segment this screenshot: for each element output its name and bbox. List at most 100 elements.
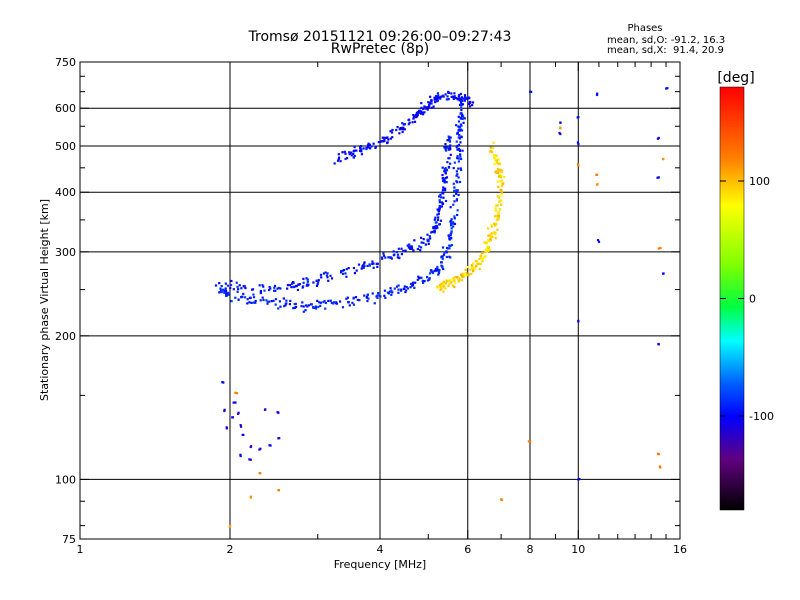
data-point — [455, 190, 458, 193]
data-point — [300, 305, 303, 308]
data-point — [221, 288, 225, 291]
data-point — [455, 189, 458, 192]
data-point — [288, 303, 292, 306]
data-point — [658, 465, 662, 468]
data-point — [459, 128, 463, 131]
data-point — [456, 144, 459, 148]
data-point — [456, 148, 459, 151]
data-point — [437, 94, 440, 97]
data-point — [441, 189, 445, 192]
data-point — [486, 245, 490, 248]
data-point — [426, 108, 429, 111]
data-point — [460, 106, 463, 109]
data-point — [473, 268, 476, 271]
data-point — [457, 176, 460, 179]
data-point — [397, 291, 400, 294]
data-point — [252, 301, 255, 304]
data-point — [302, 310, 305, 313]
data-point — [433, 218, 436, 221]
data-point — [433, 96, 436, 99]
y-tick-label: 300 — [55, 246, 76, 259]
data-point — [362, 266, 365, 269]
data-point — [400, 247, 403, 250]
data-point — [434, 101, 437, 104]
data-point — [409, 282, 413, 286]
data-point — [443, 146, 446, 149]
x-tick-label: 2 — [227, 543, 234, 556]
data-point — [442, 267, 445, 271]
data-point — [405, 289, 408, 292]
data-point — [438, 284, 442, 287]
data-point — [458, 103, 462, 106]
data-point — [407, 118, 410, 122]
data-point — [428, 104, 431, 107]
data-point — [248, 301, 251, 304]
data-point — [338, 300, 342, 303]
data-point — [495, 171, 498, 175]
data-point — [410, 245, 414, 248]
data-point — [437, 195, 441, 198]
data-point — [453, 95, 456, 98]
data-point — [278, 437, 281, 440]
data-point — [439, 97, 442, 100]
data-point — [444, 148, 447, 151]
data-point — [479, 262, 482, 266]
data-point — [460, 124, 463, 127]
data-point — [249, 496, 252, 499]
data-point — [340, 270, 343, 273]
data-point — [444, 287, 447, 290]
data-point — [324, 301, 327, 304]
data-point — [413, 120, 417, 123]
data-point — [462, 116, 465, 119]
data-point — [452, 194, 456, 197]
data-point — [458, 125, 461, 129]
data-point — [262, 285, 265, 288]
data-point — [391, 128, 394, 132]
data-point — [441, 166, 444, 169]
data-point — [401, 130, 404, 134]
data-point — [494, 231, 497, 235]
data-point — [416, 111, 419, 114]
data-point — [333, 162, 336, 165]
data-point — [460, 101, 463, 105]
data-point — [656, 137, 660, 140]
data-point — [447, 90, 450, 94]
data-point — [277, 286, 280, 290]
data-point — [431, 271, 435, 275]
data-point — [258, 448, 261, 451]
data-point — [448, 139, 451, 142]
data-point — [387, 138, 390, 141]
data-point — [494, 170, 497, 173]
data-point — [413, 239, 416, 242]
data-point — [463, 117, 466, 120]
y-axis-label: Stationary phase Virtual Height [km] — [38, 199, 51, 401]
data-point — [459, 157, 463, 161]
data-point — [481, 260, 484, 263]
data-point — [489, 237, 492, 240]
data-point — [298, 283, 301, 286]
data-point — [432, 226, 435, 229]
data-point — [577, 142, 580, 146]
data-point — [258, 471, 261, 475]
data-point — [455, 198, 459, 201]
data-points — [214, 87, 669, 528]
data-point — [427, 106, 431, 109]
data-point — [342, 268, 346, 272]
data-point — [427, 238, 430, 241]
data-point — [450, 222, 453, 225]
data-point — [234, 401, 237, 404]
data-point — [436, 226, 439, 229]
y-tick-label: 400 — [55, 186, 76, 199]
data-point — [471, 101, 475, 104]
data-point — [259, 291, 262, 295]
data-point — [266, 300, 269, 303]
data-point — [360, 150, 363, 153]
data-point — [439, 283, 443, 286]
data-point — [441, 202, 444, 206]
data-point — [458, 99, 461, 102]
data-point — [266, 302, 269, 305]
data-point — [224, 282, 227, 285]
data-point — [438, 270, 441, 273]
data-point — [362, 264, 365, 267]
data-point — [344, 157, 347, 161]
